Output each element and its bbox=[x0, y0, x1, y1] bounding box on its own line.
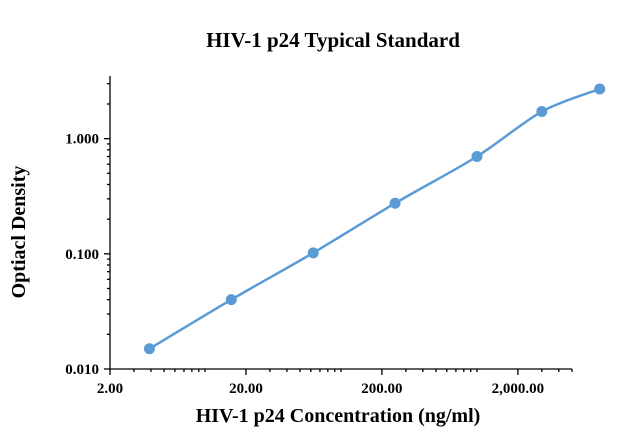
data-point bbox=[536, 106, 548, 118]
data-point bbox=[225, 294, 237, 306]
data-point bbox=[471, 151, 483, 163]
series-layer bbox=[143, 83, 606, 355]
axis-tick-labels: 0.010 0.100 1.000 2.00 20.00 200.00 2,000.00 bbox=[65, 132, 544, 397]
x-tick-label: 2.00 bbox=[97, 381, 123, 397]
x-tick-label: 20.00 bbox=[229, 381, 263, 397]
chart-title: HIV-1 p24 Typical Standard bbox=[206, 28, 460, 52]
y-tick-label: 0.010 bbox=[65, 362, 99, 378]
y-tick-label: 0.100 bbox=[65, 247, 99, 263]
y-tick-label: 1.000 bbox=[65, 132, 99, 148]
data-point bbox=[143, 343, 155, 355]
y-axis-title: Optiacl Density bbox=[8, 166, 30, 299]
x-axis-title: HIV-1 p24 Concentration (ng/ml) bbox=[196, 405, 481, 427]
x-tick-label: 2,000.00 bbox=[492, 381, 545, 397]
axis-ticks bbox=[104, 83, 573, 375]
data-point bbox=[307, 247, 319, 259]
series-line bbox=[148, 87, 601, 350]
data-point bbox=[389, 197, 401, 209]
data-point bbox=[594, 83, 606, 95]
x-tick-label: 200.00 bbox=[361, 381, 402, 397]
